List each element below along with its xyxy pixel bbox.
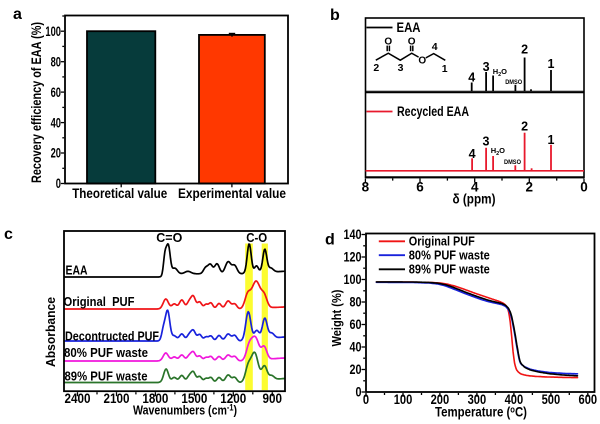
svg-text:2: 2 bbox=[521, 42, 528, 56]
svg-text:3: 3 bbox=[483, 60, 490, 74]
svg-text:1: 1 bbox=[548, 57, 555, 71]
svg-text:c: c bbox=[4, 226, 13, 243]
svg-text:1200: 1200 bbox=[220, 391, 246, 406]
svg-text:60: 60 bbox=[350, 317, 362, 332]
svg-text:d: d bbox=[325, 232, 335, 249]
svg-text:EAA: EAA bbox=[66, 264, 88, 278]
svg-text:0: 0 bbox=[56, 176, 61, 191]
svg-text:4: 4 bbox=[468, 71, 475, 85]
svg-text:2100: 2100 bbox=[104, 391, 130, 406]
svg-text:20: 20 bbox=[350, 362, 362, 377]
svg-text:b: b bbox=[330, 7, 340, 24]
svg-text:C-O: C-O bbox=[246, 231, 267, 245]
svg-text:2: 2 bbox=[521, 120, 528, 134]
svg-text:3: 3 bbox=[398, 62, 404, 74]
svg-text:2: 2 bbox=[526, 179, 534, 194]
svg-text:Original PUF: Original PUF bbox=[409, 235, 475, 249]
svg-text:0: 0 bbox=[580, 179, 588, 194]
svg-text:Weight (%): Weight (%) bbox=[329, 290, 344, 347]
svg-text:3: 3 bbox=[483, 135, 490, 149]
svg-text:Original PUF: Original PUF bbox=[64, 295, 135, 309]
svg-text:Recycled EAA: Recycled EAA bbox=[397, 104, 469, 119]
svg-text:300: 300 bbox=[468, 392, 487, 407]
svg-text:Experimental value: Experimental value bbox=[178, 186, 286, 201]
svg-text:120: 120 bbox=[344, 250, 362, 265]
svg-text:H2O: H2O bbox=[493, 67, 507, 78]
svg-text:80: 80 bbox=[350, 295, 362, 310]
svg-text:80: 80 bbox=[51, 54, 61, 69]
svg-text:O: O bbox=[408, 37, 416, 48]
svg-text:0: 0 bbox=[356, 385, 362, 400]
svg-text:2: 2 bbox=[373, 62, 379, 74]
svg-text:4: 4 bbox=[471, 179, 479, 194]
svg-text:89% PUF waste: 89% PUF waste bbox=[65, 370, 148, 384]
svg-text:Temperature (oC): Temperature (oC) bbox=[435, 405, 527, 420]
svg-text:δ (ppm): δ (ppm) bbox=[453, 192, 496, 207]
svg-text:H2O: H2O bbox=[491, 146, 505, 157]
svg-text:40: 40 bbox=[51, 115, 61, 130]
svg-text:4: 4 bbox=[432, 41, 438, 53]
svg-text:8: 8 bbox=[362, 179, 370, 194]
svg-text:C=O: C=O bbox=[156, 231, 182, 245]
svg-text:Decontructed PUF: Decontructed PUF bbox=[65, 330, 159, 344]
svg-text:DMSO: DMSO bbox=[505, 79, 522, 86]
svg-text:EAA: EAA bbox=[397, 20, 421, 35]
svg-text:89% PUF waste: 89% PUF waste bbox=[409, 263, 490, 277]
svg-text:Wavenumbers (cm-1): Wavenumbers (cm-1) bbox=[133, 403, 237, 418]
svg-text:DMSO: DMSO bbox=[504, 159, 521, 166]
svg-text:4: 4 bbox=[469, 147, 476, 161]
svg-text:400: 400 bbox=[505, 392, 524, 407]
svg-text:Absorbance: Absorbance bbox=[43, 297, 58, 367]
svg-text:100: 100 bbox=[45, 24, 61, 39]
svg-text:1500: 1500 bbox=[181, 391, 207, 406]
svg-text:a: a bbox=[13, 6, 22, 23]
svg-text:O: O bbox=[384, 37, 392, 48]
svg-text:100: 100 bbox=[344, 272, 362, 287]
svg-text:60: 60 bbox=[51, 85, 61, 100]
svg-text:20: 20 bbox=[51, 146, 61, 161]
svg-text:200: 200 bbox=[431, 392, 450, 407]
svg-text:1: 1 bbox=[548, 133, 555, 147]
svg-text:0: 0 bbox=[363, 392, 369, 407]
svg-text:600: 600 bbox=[579, 392, 598, 407]
svg-text:100: 100 bbox=[394, 392, 413, 407]
svg-text:Theoretical value: Theoretical value bbox=[72, 186, 167, 201]
svg-text:500: 500 bbox=[542, 392, 561, 407]
svg-text:900: 900 bbox=[263, 391, 283, 406]
svg-text:2400: 2400 bbox=[65, 391, 91, 406]
svg-text:140: 140 bbox=[344, 227, 362, 242]
svg-text:80% PUF waste: 80% PUF waste bbox=[64, 346, 148, 360]
svg-text:40: 40 bbox=[350, 340, 362, 355]
svg-text:1800: 1800 bbox=[142, 391, 168, 406]
svg-text:1: 1 bbox=[442, 63, 448, 75]
svg-text:Recovery efficiency of EAA (%): Recovery efficiency of EAA (%) bbox=[29, 22, 44, 183]
svg-text:6: 6 bbox=[416, 179, 424, 194]
svg-text:80% PUF waste: 80% PUF waste bbox=[409, 249, 490, 263]
svg-text:O: O bbox=[418, 56, 426, 67]
